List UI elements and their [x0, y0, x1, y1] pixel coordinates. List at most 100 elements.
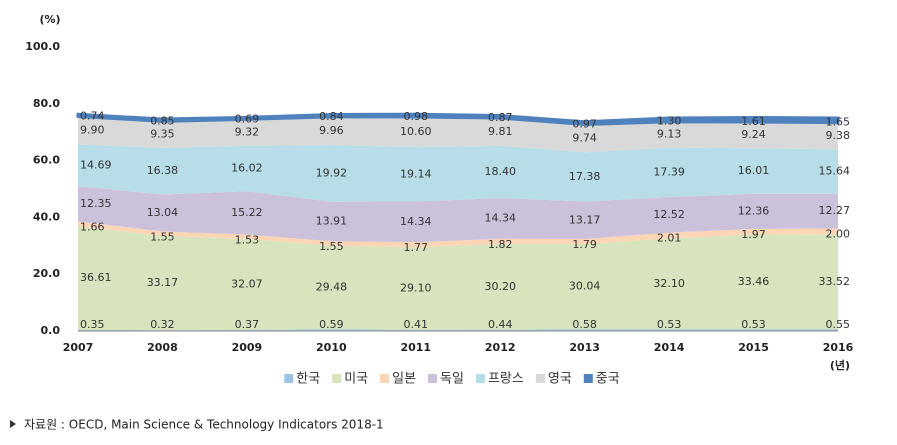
data-label: 0.97 — [572, 118, 597, 131]
data-label: 0.85 — [150, 114, 175, 127]
data-label: 9.13 — [657, 128, 682, 141]
data-label: 2.01 — [657, 232, 682, 245]
data-label: 0.41 — [404, 318, 429, 331]
source-note: 자료원 : OECD, Main Science & Technology In… — [24, 418, 384, 432]
data-label: 0.32 — [150, 318, 175, 331]
data-label: 9.24 — [741, 128, 766, 141]
data-label: 9.90 — [80, 123, 105, 136]
area — [78, 221, 838, 248]
data-label: 0.37 — [235, 318, 260, 331]
data-label: 0.44 — [488, 318, 513, 331]
area — [78, 116, 838, 153]
data-label: 16.02 — [231, 162, 263, 175]
y-unit: (%) — [39, 13, 60, 26]
data-label: 1.53 — [235, 234, 260, 247]
data-label: 32.10 — [653, 277, 685, 290]
data-label: 30.04 — [569, 280, 601, 293]
data-label: 0.84 — [319, 110, 344, 123]
data-label: 9.32 — [235, 126, 260, 139]
area — [78, 144, 838, 202]
legend-swatch — [535, 374, 545, 383]
data-label: 0.53 — [657, 318, 682, 331]
data-label: 1.66 — [80, 220, 105, 233]
data-label: 1.79 — [572, 238, 597, 251]
x-unit: (년) — [830, 358, 850, 372]
data-label: 13.17 — [569, 213, 601, 226]
legend-label: 일본 — [392, 372, 416, 387]
data-label: 12.52 — [653, 208, 685, 221]
legend-swatch — [583, 374, 593, 383]
data-label: 12.36 — [738, 204, 770, 217]
y-tick-label: 100.0 — [25, 40, 60, 53]
data-label: 15.22 — [231, 206, 263, 219]
data-label: 0.53 — [741, 318, 766, 331]
data-label: 1.55 — [319, 240, 344, 253]
data-label: 15.64 — [819, 165, 851, 178]
y-tick-label: 60.0 — [33, 154, 60, 167]
data-label: 19.92 — [316, 166, 348, 179]
area — [76, 112, 840, 127]
x-tick-label: 2010 — [316, 341, 347, 354]
y-tick-label: 20.0 — [33, 267, 60, 280]
data-label: 16.38 — [147, 164, 179, 177]
data-label: 0.55 — [826, 318, 851, 331]
legend-label: 프랑스 — [488, 372, 524, 387]
legend-swatch — [475, 374, 485, 383]
y-tick-label: 0.0 — [41, 324, 61, 337]
data-label: 12.35 — [80, 197, 112, 210]
x-tick-label: 2014 — [654, 341, 685, 354]
data-label: 14.34 — [484, 211, 516, 224]
data-label: 29.48 — [316, 280, 348, 293]
area — [78, 186, 838, 243]
data-label: 2.00 — [826, 228, 851, 241]
y-tick-label: 80.0 — [33, 97, 60, 110]
data-label: 0.58 — [572, 318, 597, 331]
x-tick-label: 2008 — [147, 341, 178, 354]
x-tick-label: 2011 — [400, 341, 431, 354]
data-label: 19.14 — [400, 167, 432, 180]
data-label: 9.81 — [488, 125, 513, 138]
data-label: 33.46 — [738, 275, 770, 288]
data-label: 17.39 — [653, 165, 685, 178]
legend-label: 독일 — [440, 372, 464, 387]
legend-swatch — [332, 374, 342, 383]
legend-label: 미국 — [344, 372, 368, 387]
legend: 한국 미국 일본 독일 프랑스 영국 중국 — [284, 372, 620, 387]
x-tick-label: 2007 — [63, 341, 94, 354]
legend-swatch — [380, 374, 390, 383]
data-label: 33.17 — [147, 276, 179, 289]
data-label: 1.30 — [657, 115, 682, 128]
data-label: 14.69 — [80, 158, 112, 171]
data-label: 0.69 — [235, 112, 260, 125]
data-label: 0.87 — [488, 111, 513, 124]
legend-label: 영국 — [548, 372, 572, 387]
area — [78, 226, 838, 331]
data-label: 32.07 — [231, 277, 263, 290]
data-label: 1.55 — [150, 230, 175, 243]
data-label: 1.82 — [488, 238, 513, 251]
y-tick-label: 40.0 — [33, 210, 60, 223]
data-label: 1.65 — [826, 116, 851, 129]
x-tick-label: 2015 — [738, 341, 769, 354]
data-label: 0.98 — [404, 110, 429, 123]
data-label: 16.01 — [738, 164, 770, 177]
data-label: 17.38 — [569, 170, 601, 183]
data-label: 33.52 — [819, 275, 851, 288]
legend-label: 한국 — [296, 372, 320, 387]
data-label: 1.77 — [404, 241, 429, 254]
x-tick-label: 2009 — [232, 341, 263, 354]
data-label: 12.27 — [819, 204, 851, 217]
data-label: 0.35 — [80, 318, 105, 331]
data-label: 9.96 — [319, 124, 344, 137]
x-tick-label: 2016 — [823, 341, 854, 354]
legend-label: 중국 — [596, 372, 620, 387]
data-label: 36.61 — [80, 271, 112, 284]
data-label: 0.59 — [319, 318, 344, 331]
data-label: 9.38 — [826, 129, 851, 142]
data-label: 1.61 — [741, 115, 766, 128]
legend-swatch — [428, 374, 438, 383]
data-label: 10.60 — [400, 125, 432, 138]
x-tick-label: 2012 — [485, 341, 516, 354]
data-label: 9.35 — [150, 128, 175, 141]
